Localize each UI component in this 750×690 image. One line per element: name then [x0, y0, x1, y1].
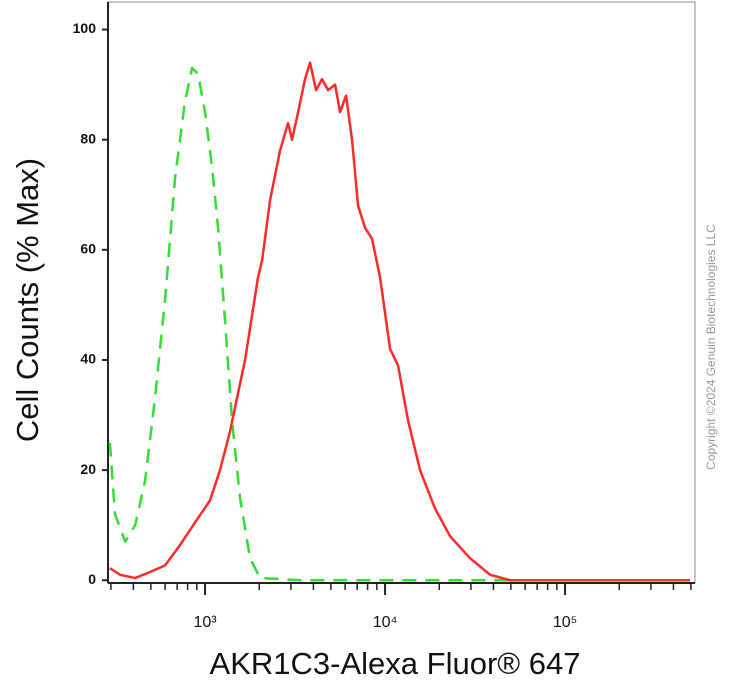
series-line [109, 61, 690, 582]
series-line [108, 66, 690, 582]
y-tick-label: 60 [80, 241, 96, 257]
x-tick-label: 10⁴ [373, 614, 398, 631]
y-tick-label: 80 [80, 130, 96, 146]
y-axis-title: Cell Counts (% Max) [10, 158, 45, 442]
y-tick-label: 20 [80, 461, 96, 477]
y-tick-label: 40 [80, 351, 96, 367]
plot-frame [107, 1, 696, 584]
y-tick-label: 0 [88, 571, 96, 587]
x-axis-title: AKR1C3-Alexa Fluor® 647 [210, 646, 581, 681]
x-tick-label: 10³ [193, 614, 217, 631]
copyright: Copyright ©2024 Genuin Biotechnologies L… [704, 224, 718, 470]
x-tick-label: 10⁵ [553, 614, 577, 631]
y-tick-label: 100 [73, 20, 97, 36]
